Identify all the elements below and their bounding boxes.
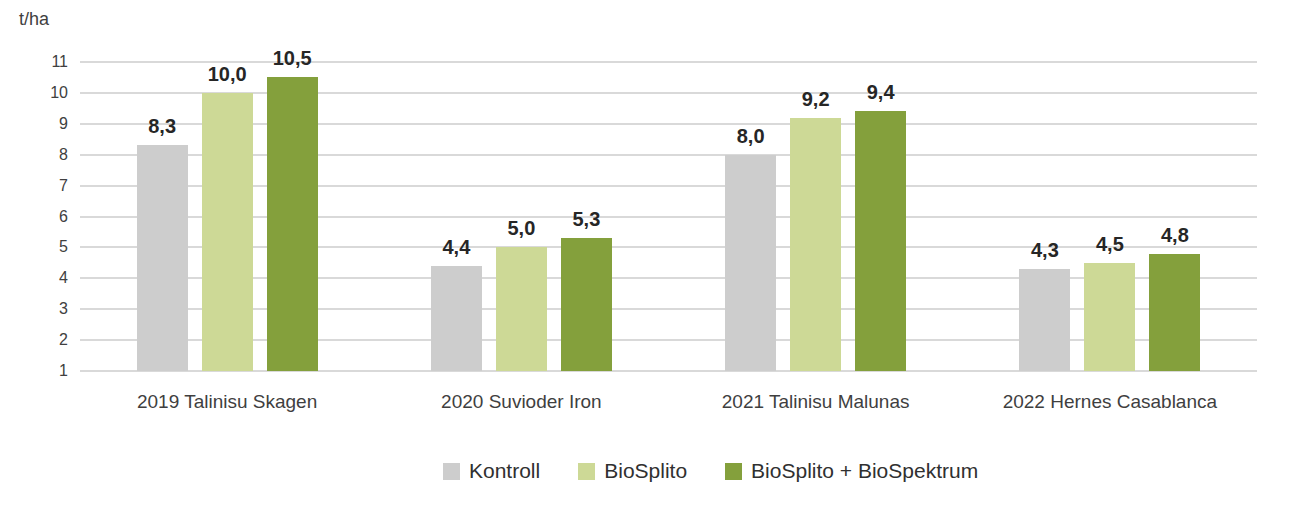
bar-kontroll	[431, 266, 482, 371]
y-axis-tick-label: 1	[20, 361, 68, 381]
bar-biosplito-biospektrum	[267, 77, 318, 371]
gridline	[80, 216, 1257, 218]
gridline	[80, 339, 1257, 341]
y-axis-tick-label: 4	[20, 268, 68, 288]
gridline	[80, 154, 1257, 156]
category-label: 2022 Hernes Casablanca	[963, 390, 1257, 414]
bar-value-label: 5,3	[539, 207, 633, 231]
legend-swatch-icon	[725, 463, 742, 480]
y-axis-tick-label: 10	[20, 83, 68, 103]
legend-item-biosplito: BioSplito	[578, 459, 687, 483]
y-axis-tick-label: 3	[20, 299, 68, 319]
bar-biosplito	[1084, 263, 1135, 371]
bar-kontroll	[137, 145, 188, 371]
gridline	[80, 123, 1257, 125]
bar-chart: t/ha 12345678910118,310,010,52019 Talini…	[0, 0, 1300, 508]
bar-value-label: 8,0	[704, 124, 798, 148]
category-label: 2019 Talinisu Skagen	[80, 390, 374, 414]
y-axis-tick-label: 9	[20, 114, 68, 134]
y-axis-tick-label: 5	[20, 237, 68, 257]
bar-biosplito-biospektrum	[561, 238, 612, 371]
bar-biosplito-biospektrum	[855, 111, 906, 371]
y-axis-tick-label: 7	[20, 176, 68, 196]
gridline	[80, 370, 1257, 372]
legend: Kontroll BioSplito BioSplito + BioSpektrum	[443, 459, 978, 483]
legend-label: BioSplito + BioSpektrum	[751, 459, 978, 483]
legend-item-kontroll: Kontroll	[443, 459, 540, 483]
plot-area: 12345678910118,310,010,52019 Talinisu Sk…	[0, 0, 1300, 508]
legend-swatch-icon	[443, 463, 460, 480]
category-label: 2020 Suvioder Iron	[374, 390, 668, 414]
legend-item-biosplito-biospektrum: BioSplito + BioSpektrum	[725, 459, 978, 483]
legend-label: BioSplito	[604, 459, 687, 483]
y-axis-tick-label: 6	[20, 207, 68, 227]
y-axis-tick-label: 8	[20, 145, 68, 165]
category-label: 2021 Talinisu Malunas	[669, 390, 963, 414]
bar-biosplito	[496, 247, 547, 371]
legend-swatch-icon	[578, 463, 595, 480]
bar-value-label: 9,4	[834, 80, 928, 104]
y-axis-tick-label: 2	[20, 330, 68, 350]
gridline	[80, 277, 1257, 279]
gridline	[80, 308, 1257, 310]
gridline	[80, 92, 1257, 94]
bar-value-label: 10,5	[245, 46, 339, 70]
gridline	[80, 185, 1257, 187]
bar-kontroll	[725, 155, 776, 371]
bar-biosplito	[202, 93, 253, 371]
bar-biosplito-biospektrum	[1149, 254, 1200, 371]
bar-biosplito	[790, 118, 841, 371]
bar-value-label: 4,8	[1128, 223, 1222, 247]
bar-value-label: 8,3	[115, 114, 209, 138]
legend-label: Kontroll	[469, 459, 540, 483]
y-axis-tick-label: 11	[20, 52, 68, 72]
bar-kontroll	[1019, 269, 1070, 371]
